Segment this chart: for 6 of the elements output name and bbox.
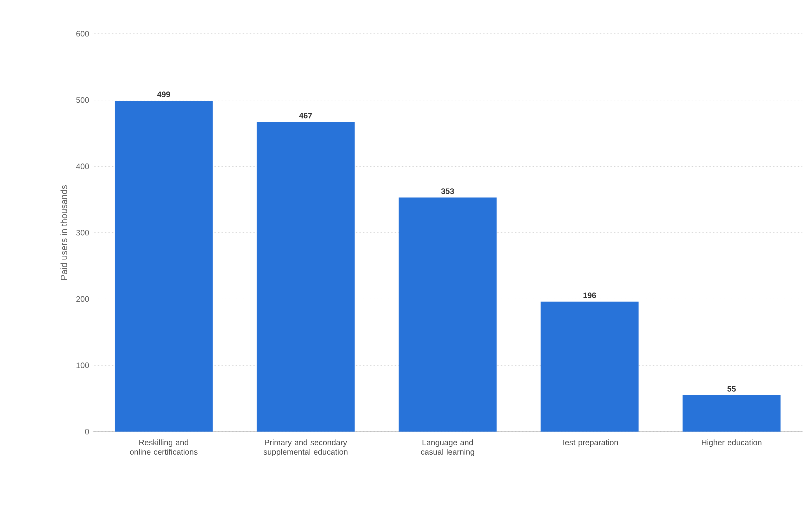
- bar: [256, 122, 355, 432]
- bar: [398, 198, 497, 432]
- y-axis-title: Paid users in thousands: [60, 186, 68, 280]
- bar: [114, 101, 213, 432]
- bar: [540, 302, 639, 432]
- bar: [682, 395, 781, 432]
